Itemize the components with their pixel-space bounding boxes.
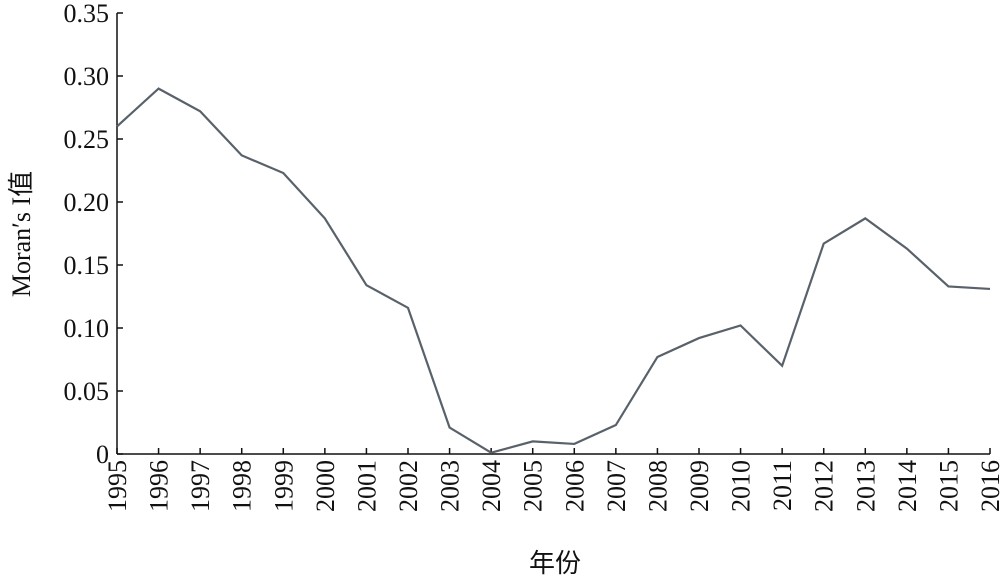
y-tick-label: 0 (96, 440, 109, 469)
x-tick-label: 1996 (145, 460, 174, 512)
x-tick-label: 2010 (727, 460, 756, 512)
x-tick-label: 2006 (560, 460, 589, 512)
y-tick-label: 0.05 (64, 377, 110, 406)
x-tick-label: 2008 (643, 460, 672, 512)
x-tick-label: 2002 (394, 460, 423, 512)
x-tick-label: 2001 (352, 460, 381, 512)
x-tick-label: 1995 (103, 460, 132, 512)
x-tick-label: 2011 (768, 460, 797, 511)
x-tick-label: 2003 (436, 460, 465, 512)
x-tick-label: 2009 (685, 460, 714, 512)
x-tick-label: 1998 (228, 460, 257, 512)
x-tick-label: 2012 (810, 460, 839, 512)
x-tick-label: 1999 (269, 460, 298, 512)
y-tick-label: 0.30 (64, 62, 110, 91)
y-tick-label: 0.15 (64, 251, 110, 280)
x-tick-label: 2004 (477, 460, 506, 512)
x-tick-label: 2000 (311, 460, 340, 512)
y-tick-label: 0.25 (64, 125, 110, 154)
x-tick-label: 2015 (934, 460, 963, 512)
x-tick-label: 2007 (602, 460, 631, 512)
x-tick-label: 2016 (976, 460, 1000, 512)
y-axis-label: Moran′s I值 (7, 171, 36, 297)
x-tick-label: 2005 (519, 460, 548, 512)
y-tick-label: 0.35 (64, 0, 110, 28)
x-tick-label: 1997 (186, 460, 215, 512)
x-axis-label: 年份 (529, 549, 581, 578)
y-tick-label: 0.10 (64, 314, 110, 343)
x-tick-label: 2013 (851, 460, 880, 512)
line (116, 87, 991, 454)
y-tick-label: 0.20 (64, 188, 110, 217)
x-tick-label: 2014 (893, 460, 922, 512)
